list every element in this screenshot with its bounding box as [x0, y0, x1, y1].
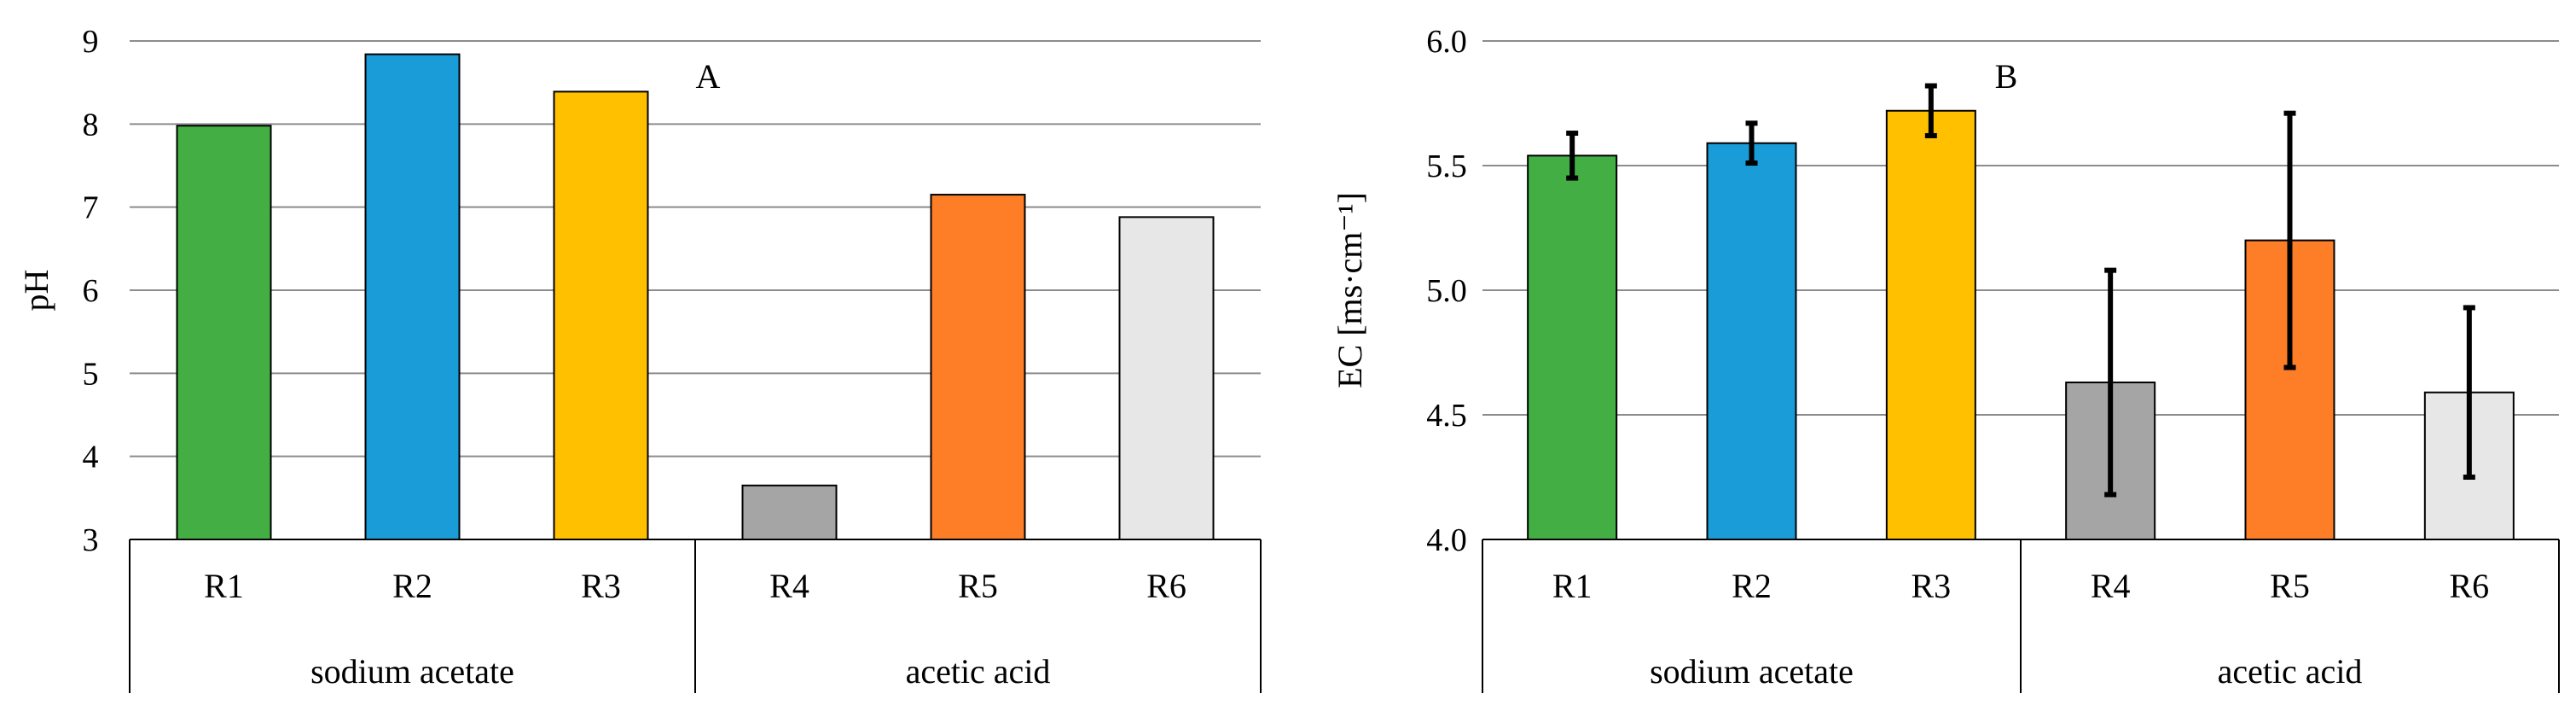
panel-label: B: [1995, 57, 2018, 96]
group-label: acetic acid: [2218, 652, 2363, 691]
bar-R2: [1706, 142, 1797, 540]
y-tick-label-5: 5: [83, 356, 99, 392]
x-tick-label-R1: R1: [204, 567, 244, 605]
y-tick-label-9: 9: [83, 24, 99, 60]
y-tick-label-6.0: 6.0: [1426, 24, 1467, 60]
error-bar-R3: [1924, 83, 1937, 138]
group-label: sodium acetate: [310, 652, 514, 691]
y-tick-label-8: 8: [83, 107, 99, 143]
x-tick-label-R5: R5: [958, 567, 998, 605]
y-tick-label-5.0: 5.0: [1426, 273, 1467, 309]
x-tick-label-R6: R6: [1146, 567, 1186, 605]
bar-R2: [364, 53, 461, 541]
error-bar-R6: [2463, 305, 2475, 480]
bar-R3: [553, 90, 649, 540]
x-tick-label-R2: R2: [1732, 567, 1772, 605]
error-bar-R5: [2283, 110, 2296, 370]
x-tick-label-R2: R2: [392, 567, 432, 605]
y-tick-label-4.5: 4.5: [1426, 398, 1467, 434]
y-tick-label-6: 6: [83, 273, 99, 309]
group-label: acetic acid: [906, 652, 1051, 691]
x-tick-label-R3: R3: [581, 567, 621, 605]
bar-R6: [1118, 216, 1215, 540]
x-tick-label-R4: R4: [769, 567, 809, 605]
x-tick-label-R4: R4: [2091, 567, 2131, 605]
bar-R1: [176, 125, 272, 540]
y-axis-title: EC [ms·cm⁻¹]: [1331, 192, 1369, 388]
bar-R4: [741, 484, 838, 541]
error-bar-R1: [1566, 131, 1579, 181]
x-tick-label-R3: R3: [1911, 567, 1951, 605]
y-tick-label-4: 4: [83, 440, 99, 475]
panel-b: 4.0 4.5 5.0 5.5 6.0 EC [ms·cm⁻¹] R1 R2 R3 R4 R5 R6 s…: [1331, 24, 2560, 693]
x-tick-label-R6: R6: [2449, 567, 2489, 605]
y-tick-label-3: 3: [83, 522, 99, 558]
group-label: sodium acetate: [1650, 652, 1854, 691]
bar-R1: [1527, 154, 1618, 540]
error-bar-R2: [1745, 120, 1758, 166]
bar-R5: [930, 194, 1026, 540]
panel-label: A: [696, 57, 721, 96]
y-tick-label-4.0: 4.0: [1426, 522, 1467, 558]
y-tick-label-7: 7: [83, 190, 99, 226]
x-tick-label-R5: R5: [2270, 567, 2310, 605]
y-axis-title: pH: [17, 270, 55, 312]
x-tick-label-R1: R1: [1552, 567, 1593, 605]
y-tick-label-5.5: 5.5: [1426, 149, 1467, 184]
bar-R3: [1885, 109, 1976, 540]
panel-a: 3 4 5 6 7 8 9 pH R1 R2 R3 R4 R5 R6 sodium acetate aceti…: [17, 24, 1262, 693]
error-bar-R4: [2104, 267, 2117, 498]
